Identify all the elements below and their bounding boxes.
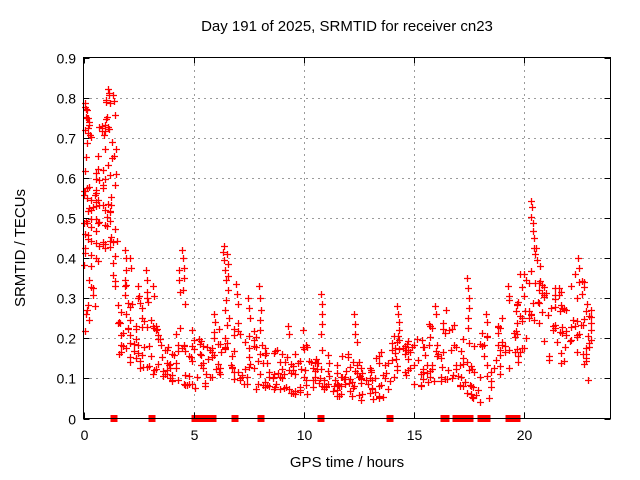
plot-border [83,57,611,419]
tick-labels: 0 0.1 0.2 0.3 0.4 0.5 0.6 0.7 0.8 0.9 0 5 10 15 20 [57,51,533,444]
y-tick-label: 0.7 [57,131,77,147]
y-axis-label: SRMTID / TECUs [12,189,29,307]
scatter-points [81,86,595,406]
y-tick-label: 0.2 [57,331,77,347]
chart-title: Day 191 of 2025, SRMTID for receiver cn2… [201,18,493,35]
x-tick-label: 15 [407,427,423,443]
x-tick-label: 5 [191,427,199,443]
y-tick-label: 0 [68,412,76,428]
y-tick-label: 0.3 [57,291,77,307]
y-tick-label: 0.6 [57,171,77,187]
srmtid-plus-markers [81,86,595,406]
y-tick-label: 0.4 [57,251,77,267]
x-tick-label: 0 [81,427,89,443]
y-tick-label: 0.5 [57,211,77,227]
axis-ticks [83,57,611,420]
x-axis-label: GPS time / hours [290,454,404,471]
y-tick-label: 0.8 [57,91,77,107]
x-tick-label: 20 [517,427,533,443]
x-tick-label: 10 [297,427,313,443]
y-tick-label: 0.9 [57,51,77,67]
grid-lines [84,58,610,418]
y-tick-label: 0.1 [57,371,77,387]
